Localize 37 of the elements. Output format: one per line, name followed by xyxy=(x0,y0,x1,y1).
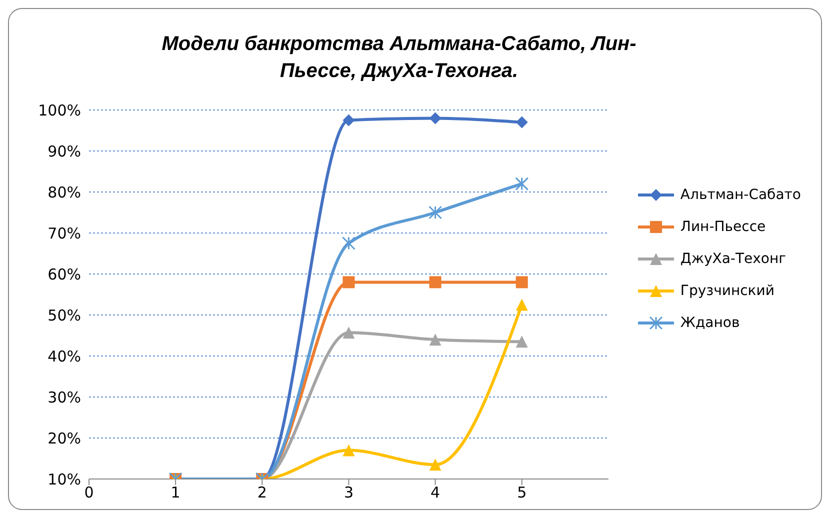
point xyxy=(429,334,442,346)
y-tick-label: 20% xyxy=(48,429,81,448)
x-tick-label: 0 xyxy=(84,484,94,502)
chart-title: Модели банкротства Альтмана-Сабато, Лин-Пьессе, ДжуХа-Техонга. xyxy=(160,32,638,84)
x-tick-label: 2 xyxy=(257,484,267,502)
point xyxy=(342,236,356,250)
y-tick-label: 10% xyxy=(48,470,81,488)
point xyxy=(429,112,442,124)
y-tick-label: 50% xyxy=(48,306,81,324)
point xyxy=(515,177,529,191)
y-tick-label: 30% xyxy=(48,388,81,406)
y-tick-label: 80% xyxy=(48,183,81,202)
point xyxy=(342,326,355,339)
x-tick-label: 5 xyxy=(517,484,527,502)
point xyxy=(516,276,528,288)
point xyxy=(429,276,442,288)
x-tick-label: 3 xyxy=(344,484,354,502)
point xyxy=(428,206,442,220)
point xyxy=(429,458,442,471)
point xyxy=(516,116,528,128)
legend-label: Лин-Пьессе xyxy=(680,219,766,235)
point xyxy=(342,114,355,126)
x-tick-label: 4 xyxy=(430,484,440,502)
point xyxy=(516,336,528,348)
y-tick-label: 90% xyxy=(48,142,81,160)
y-tick-label: 100% xyxy=(38,101,81,120)
legend-label: Грузчинский xyxy=(680,283,774,299)
y-tick-label: 40% xyxy=(48,347,81,366)
point xyxy=(342,276,355,288)
legend-label: Альтман-Сабато xyxy=(680,187,801,203)
x-tick-label: 1 xyxy=(170,484,180,502)
point xyxy=(516,298,528,311)
y-tick-label: 60% xyxy=(48,265,81,284)
legend-label: ДжуХа-Техонг xyxy=(680,251,786,267)
point xyxy=(342,444,355,456)
y-tick-label: 70% xyxy=(48,224,81,242)
legend-label: Жданов xyxy=(680,315,740,331)
